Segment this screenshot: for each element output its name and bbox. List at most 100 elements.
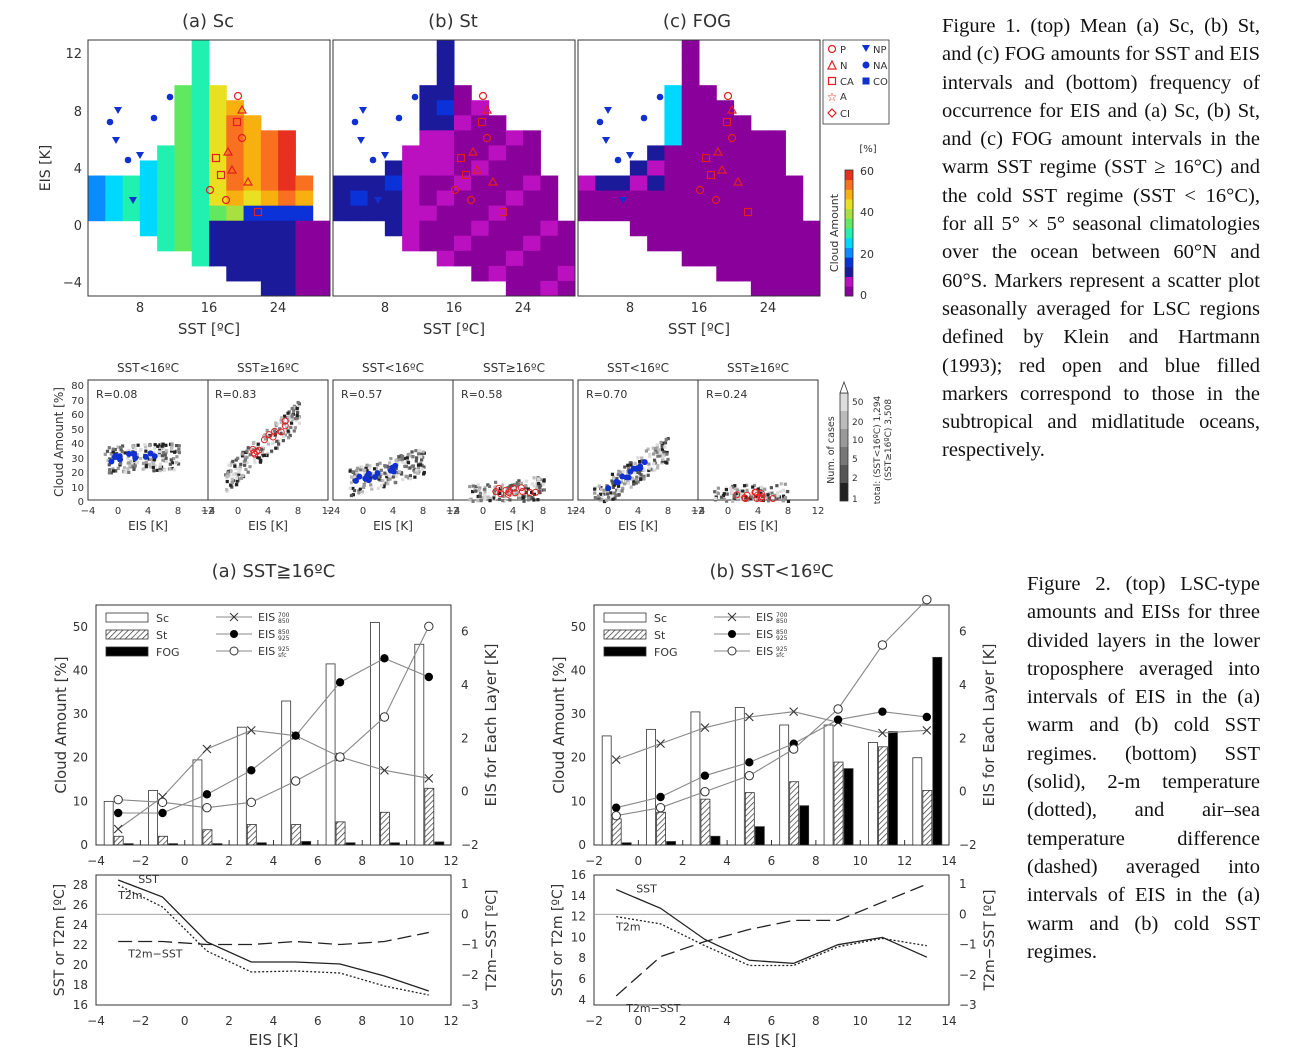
scatter-marker-blue — [356, 473, 363, 480]
y2-tick-label: 4 — [959, 678, 967, 692]
scatter-cell — [225, 488, 229, 492]
scatter-marker-red — [502, 486, 510, 494]
scatter-cell — [642, 474, 646, 478]
scatter-cell — [174, 460, 179, 465]
scatter-cell — [663, 445, 667, 449]
colorbar-tick: 20 — [860, 248, 874, 261]
heatmap-cell — [243, 160, 262, 177]
x-tick-label: −4 — [87, 1014, 105, 1028]
scatter-cell — [120, 450, 124, 454]
scatter-cell — [240, 452, 244, 456]
scatter-cell — [295, 416, 299, 420]
scatter-xtick: −4 — [571, 506, 586, 517]
x-tick-label: 0 — [181, 1014, 189, 1028]
colorbar-swatch — [845, 257, 853, 268]
heatmap-cell — [122, 205, 141, 222]
heatmap-cell — [191, 130, 210, 146]
scatter-r: R=0.57 — [341, 388, 382, 401]
y2-tick-label: 0 — [959, 907, 967, 921]
heatmap-cell — [557, 220, 576, 237]
bar-st — [335, 821, 346, 846]
heatmap-cell — [523, 160, 541, 177]
scatter-cell — [743, 498, 748, 502]
scatter-xtick: −4 — [201, 506, 216, 517]
heatmap-cell — [278, 250, 296, 267]
y-tick-label: 30 — [571, 707, 586, 721]
scatter-header: SST<16ºC — [117, 361, 179, 375]
scatter-cell — [759, 491, 763, 495]
heatmap-cell — [312, 250, 331, 267]
scatter-cell — [739, 494, 743, 499]
y-tick-label: 20 — [73, 958, 88, 972]
scatter-cell — [753, 488, 758, 492]
y2-tick-label: −2 — [959, 968, 977, 982]
scatter-cell — [239, 462, 243, 466]
heatmap-cell — [733, 220, 752, 237]
scatter-cell — [611, 497, 615, 501]
marker-na — [862, 61, 870, 69]
scatter-cell — [535, 483, 539, 487]
scatter-cell — [611, 485, 615, 489]
scatter-cell — [394, 458, 398, 463]
scatter-cell — [783, 496, 788, 500]
map-xticks: 8 16 24 8 16 24 8 16 24 — [136, 301, 776, 316]
scatter-cell — [365, 463, 369, 467]
scatter-cell — [405, 456, 409, 460]
y-tick-label: 12 — [571, 910, 586, 924]
marker-a: ☆ — [827, 90, 838, 104]
scatter-cell — [111, 447, 115, 451]
scatter-cell — [476, 494, 480, 499]
scatter-cell — [781, 499, 785, 503]
scatter-cell — [243, 458, 248, 462]
scatter-cell — [769, 486, 773, 490]
scatter-cell — [406, 452, 410, 457]
scatter-xtick: 4 — [755, 506, 761, 517]
colorbar-swatch — [845, 218, 853, 229]
scatter-cell — [751, 485, 755, 489]
line-label: T2m — [615, 921, 640, 934]
heatmap-cell — [174, 115, 193, 131]
scatter-cell — [405, 475, 409, 479]
scatter-ytick: 10 — [71, 483, 84, 494]
scatter-cell — [470, 490, 475, 494]
scatter-cell — [422, 465, 426, 469]
eis-marker-x — [611, 755, 621, 765]
scatter-cell — [380, 484, 384, 488]
heatmap-cell — [312, 235, 331, 252]
scatter-marker-red — [511, 489, 519, 497]
scatter-cell — [131, 444, 135, 448]
scatter-cell — [662, 450, 666, 454]
legend-sub: 700 — [776, 612, 788, 619]
heatmap-cell — [647, 145, 665, 161]
heatmap-cell — [523, 280, 541, 297]
heatmap-cell — [664, 145, 683, 161]
scatter-cell — [144, 463, 149, 467]
scatter-cell — [122, 466, 127, 470]
heatmap-cell — [243, 145, 262, 161]
scatter-marker-blue — [116, 453, 123, 460]
heatmap-cell — [647, 175, 665, 192]
scatter-cell — [763, 487, 767, 491]
heatmap-cell — [664, 235, 683, 252]
heatmap-cell — [312, 220, 331, 237]
scatter-cell — [152, 462, 156, 466]
scatter-cell — [391, 475, 395, 479]
heatmap-cell — [419, 175, 438, 192]
map-xtick: 16 — [201, 301, 218, 316]
scatter-cell — [411, 455, 415, 459]
bar-fog — [710, 835, 721, 846]
scatter-cell — [248, 453, 252, 457]
scatter-cell — [164, 443, 168, 447]
eis-marker-open — [335, 752, 345, 762]
scatter-cell — [109, 471, 113, 475]
heatmap-cell — [209, 160, 227, 177]
scatter-cell — [176, 462, 181, 466]
scatter-cell — [164, 456, 168, 460]
eis-line — [616, 599, 928, 817]
eis-marker-filled — [611, 803, 621, 812]
scatter-cell — [275, 439, 279, 443]
scatter-cell — [385, 475, 389, 479]
eis-marker-open — [611, 810, 621, 821]
scatter-cell — [508, 484, 512, 488]
scatter-cell — [756, 487, 760, 491]
